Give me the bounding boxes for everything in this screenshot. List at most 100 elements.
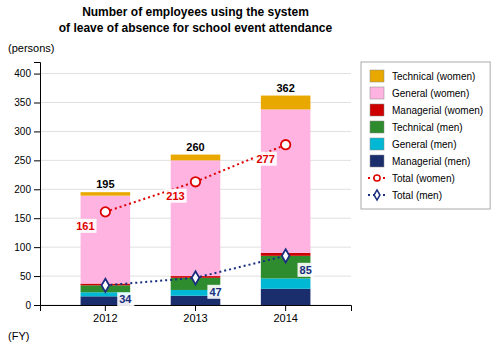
labels: 195 260 362 161 213 277 34 47 85 [74, 82, 314, 307]
y-tick-mark [34, 276, 40, 277]
y-tick-mark [34, 189, 40, 190]
legend-item: Total (men) [368, 190, 442, 201]
legend-item: General (women) [370, 87, 469, 99]
x-tick-label: 2012 [93, 312, 117, 324]
bar-series [81, 109, 311, 283]
data-label-text: 213 [166, 190, 184, 202]
y-tick-label: 400 [14, 68, 31, 79]
line [105, 145, 285, 212]
y-tick-label: 150 [14, 213, 31, 224]
label-background [298, 263, 314, 277]
y-tick: 0 [25, 300, 40, 311]
y-tick: 100 [14, 242, 40, 253]
title: Number of employees using the system [82, 5, 309, 19]
y-axis: 050100150200250300350400 [14, 63, 40, 311]
data-label: 213 [164, 189, 186, 203]
x-tick-mark [195, 305, 196, 311]
x-tick-mark [105, 305, 106, 311]
bar-series [81, 96, 311, 196]
legend-label: General (women) [392, 88, 469, 99]
chart: 0501001502002503003504002012201320141952… [0, 0, 491, 345]
plot: 0501001502002503003504002012201320141952… [14, 63, 351, 324]
bar [171, 155, 221, 161]
legend-item: Technical (men) [370, 121, 463, 133]
legend-item: Managerial (women) [370, 104, 483, 116]
marker [281, 140, 290, 149]
line [105, 256, 285, 286]
x-tick-mark [285, 305, 286, 311]
x-tick-label: 2014 [273, 312, 297, 324]
y-axis-title: (persons) [8, 42, 54, 54]
subtitle: of leave of absence for school event att… [59, 21, 333, 35]
y-tick-mark [34, 218, 40, 219]
y-tick: 300 [14, 126, 40, 137]
legend: Technical (women) General (women) Manageri… [361, 62, 490, 209]
total-label: 260 [186, 141, 204, 153]
x-tick: 2014 [273, 305, 297, 324]
y-axis-line [34, 63, 41, 306]
y-tick: 50 [20, 271, 40, 282]
y-tick-mark [34, 103, 40, 104]
marker [191, 177, 200, 186]
y-tick-label: 50 [20, 271, 32, 282]
total-label: 195 [96, 178, 114, 190]
grid-line [40, 73, 351, 74]
y-tick: 400 [14, 68, 40, 79]
y-tick-mark [34, 305, 40, 306]
legend-swatch [370, 138, 384, 150]
line-series [102, 249, 290, 292]
legend-label: Technical (men) [392, 122, 463, 133]
y-tick-label: 250 [14, 155, 31, 166]
legend-swatch [370, 70, 384, 82]
marker [102, 279, 110, 292]
legend-label: Managerial (women) [392, 105, 483, 116]
y-tick-label: 300 [14, 126, 31, 137]
legend-marker [374, 175, 380, 181]
x-tick-label: 2013 [183, 312, 207, 324]
label-background [74, 219, 96, 233]
label-background [254, 152, 276, 166]
data-label: 161 [74, 219, 96, 233]
data-label: 277 [254, 152, 276, 166]
y-tick-label: 100 [14, 242, 31, 253]
legend-item: Managerial (men) [370, 155, 470, 167]
bar [261, 109, 311, 252]
y-tick: 250 [14, 155, 40, 166]
bar [171, 160, 221, 276]
y-tick-label: 0 [25, 300, 31, 311]
x-axis: 2012 2013 2014 [41, 305, 352, 324]
legend-swatch [370, 104, 384, 116]
legend-swatch [370, 155, 384, 167]
marker [192, 271, 200, 284]
legend-marker [374, 190, 380, 200]
data-label-text: 34 [119, 293, 132, 305]
x-axis-line [41, 306, 352, 312]
marker [101, 207, 110, 216]
legend-swatch [370, 121, 384, 133]
y-tick-label: 200 [14, 184, 31, 195]
y-tick-mark [34, 74, 40, 75]
data-label: 85 [298, 263, 314, 277]
legend-swatch [370, 87, 384, 99]
total-label: 362 [276, 82, 294, 94]
legend-label: General (men) [392, 139, 456, 150]
legend-item: Total (women) [368, 173, 455, 184]
marker [282, 249, 290, 262]
y-tick-mark [34, 160, 40, 161]
legend-item: Technical (women) [370, 70, 475, 82]
x-tick: 2012 [93, 305, 117, 324]
legend-item: General (men) [370, 138, 456, 150]
line-series [101, 140, 291, 217]
y-tick: 200 [14, 184, 40, 195]
legend-frame [361, 62, 490, 209]
y-tick-mark [34, 247, 40, 248]
data-label-text: 161 [76, 220, 94, 232]
x-axis-title: (FY) [8, 330, 29, 342]
data-label-text: 47 [209, 286, 221, 298]
label-background [207, 285, 223, 299]
y-tick: 150 [14, 213, 40, 224]
data-label-text: 277 [256, 153, 274, 165]
bar [81, 196, 131, 284]
data-label-text: 85 [300, 264, 312, 276]
bar [261, 278, 311, 288]
